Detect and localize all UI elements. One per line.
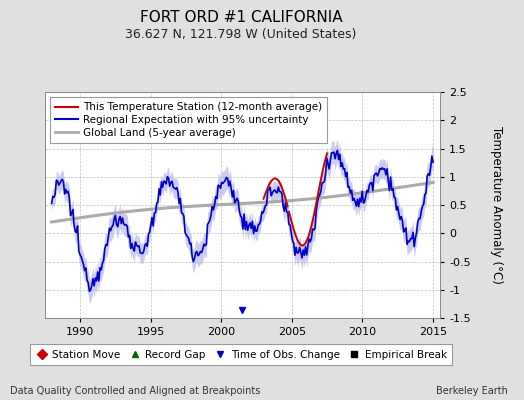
Legend: This Temperature Station (12-month average), Regional Expectation with 95% uncer: This Temperature Station (12-month avera… <box>50 97 328 143</box>
Text: 36.627 N, 121.798 W (United States): 36.627 N, 121.798 W (United States) <box>125 28 357 41</box>
Text: Data Quality Controlled and Aligned at Breakpoints: Data Quality Controlled and Aligned at B… <box>10 386 261 396</box>
Y-axis label: Temperature Anomaly (°C): Temperature Anomaly (°C) <box>490 126 503 284</box>
Text: FORT ORD #1 CALIFORNIA: FORT ORD #1 CALIFORNIA <box>140 10 342 25</box>
Text: Berkeley Earth: Berkeley Earth <box>436 386 508 396</box>
Legend: Station Move, Record Gap, Time of Obs. Change, Empirical Break: Station Move, Record Gap, Time of Obs. C… <box>30 344 452 365</box>
